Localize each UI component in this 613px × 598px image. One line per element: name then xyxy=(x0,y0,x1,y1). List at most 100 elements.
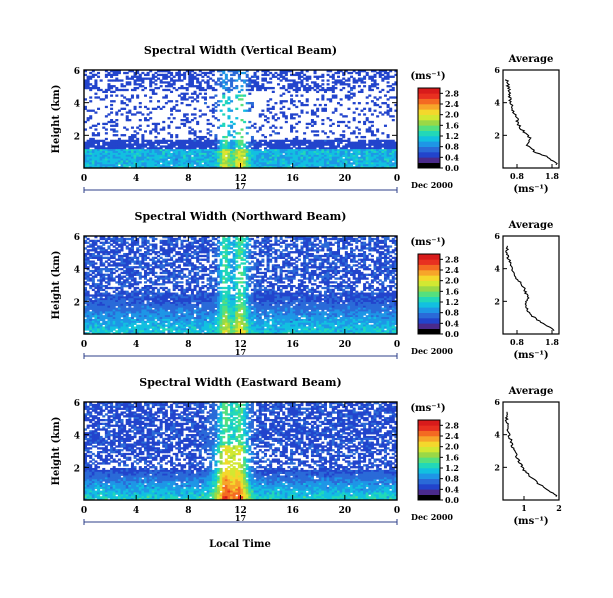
heatmap-cell xyxy=(162,330,166,333)
heatmap-cell xyxy=(256,154,260,158)
heatmap-cell xyxy=(313,71,317,75)
heatmap-cell xyxy=(188,120,192,124)
heatmap-cell xyxy=(154,124,158,127)
heatmap-cell xyxy=(266,73,270,77)
heatmap-cell xyxy=(141,71,145,75)
heatmap-cell xyxy=(138,162,142,165)
heatmap-cell xyxy=(305,158,309,161)
heatmap-cell xyxy=(389,162,393,165)
heatmap-cell xyxy=(167,330,171,333)
heatmap-cell xyxy=(292,154,296,158)
heatmap-cell xyxy=(292,166,296,169)
heatmap-cell xyxy=(133,160,137,163)
heatmap-cell xyxy=(323,90,327,94)
heatmap-cell xyxy=(112,139,116,143)
heatmap-cell xyxy=(117,311,121,314)
heatmap-cell xyxy=(112,315,116,318)
heatmap-cell xyxy=(146,113,150,116)
heatmap-cell xyxy=(94,134,98,137)
heatmap-cell xyxy=(232,149,236,152)
heatmap-cell xyxy=(128,143,132,146)
heatmap-cell xyxy=(352,102,356,105)
heatmap-cell xyxy=(86,256,90,260)
heatmap-cell xyxy=(188,273,192,276)
heatmap-cell xyxy=(146,294,150,297)
heatmap-cell xyxy=(180,141,184,144)
heatmap-cell xyxy=(355,164,359,167)
heatmap-cell xyxy=(143,252,147,256)
heatmap-cell xyxy=(269,86,273,90)
heatmap-cell xyxy=(201,294,205,297)
heatmap-cell xyxy=(157,288,161,292)
heatmap-cell xyxy=(386,77,390,80)
heatmap-cell xyxy=(157,154,161,158)
heatmap-cell xyxy=(222,149,226,152)
heatmap-cell xyxy=(198,258,202,261)
heatmap-cell xyxy=(112,294,116,297)
heatmap-cell xyxy=(373,134,377,137)
heatmap-cell xyxy=(389,88,393,92)
heatmap-cell xyxy=(185,281,189,284)
heatmap-cell xyxy=(256,147,260,150)
heatmap-cell xyxy=(222,135,226,139)
heatmap-cell xyxy=(125,111,129,114)
heatmap-cell xyxy=(162,264,166,267)
heatmap-cell xyxy=(279,156,283,159)
heatmap-cell xyxy=(151,256,155,260)
heatmap-cell xyxy=(86,273,90,276)
heatmap-cell xyxy=(167,281,171,284)
heatmap-cell xyxy=(180,290,184,293)
heatmap-cell xyxy=(112,141,116,144)
heatmap-cell xyxy=(185,311,189,314)
heatmap-cell xyxy=(94,294,98,297)
heatmap-cell xyxy=(313,158,317,161)
heatmap-cell xyxy=(107,324,111,327)
heatmap-cell xyxy=(230,156,234,159)
heatmap-cell xyxy=(117,258,121,261)
heatmap-cell xyxy=(295,160,299,163)
heatmap-cell xyxy=(94,300,98,303)
heatmap-cell xyxy=(151,154,155,158)
heatmap-cell xyxy=(185,324,189,327)
heatmap-cell xyxy=(170,135,174,139)
heatmap-cell xyxy=(190,300,194,303)
heatmap-cell xyxy=(243,149,247,152)
heatmap-cell xyxy=(128,268,132,271)
heatmap-cell xyxy=(146,300,150,303)
heatmap-cell xyxy=(112,252,116,256)
heatmap-cell xyxy=(141,88,145,92)
heatmap-cell xyxy=(123,296,127,299)
heatmap-cell xyxy=(274,143,278,146)
heatmap-cell xyxy=(196,292,200,295)
heatmap-cell xyxy=(125,119,129,122)
heatmap-cell xyxy=(381,145,385,148)
heatmap-cell xyxy=(193,249,197,252)
heatmap-cell xyxy=(130,162,134,165)
heatmap-cell xyxy=(117,273,121,276)
heatmap-cell xyxy=(97,158,101,161)
heatmap-cell xyxy=(89,256,93,260)
heatmap-cell xyxy=(104,305,108,309)
heatmap-cell xyxy=(159,330,163,333)
heatmap-cell xyxy=(180,309,184,312)
heatmap-cell xyxy=(136,290,140,293)
heatmap-cell xyxy=(123,96,127,99)
heatmap-cell xyxy=(287,164,291,167)
heatmap-cell xyxy=(141,328,145,331)
heatmap-cell xyxy=(188,285,192,288)
heatmap-cell xyxy=(99,98,103,101)
heatmap-cell xyxy=(151,151,155,154)
heatmap-cell xyxy=(230,164,234,167)
heatmap-cell xyxy=(203,81,207,84)
heatmap-cell xyxy=(141,147,145,150)
heatmap-cell xyxy=(115,269,119,273)
heatmap-cell xyxy=(258,166,262,169)
heatmap-cell xyxy=(130,277,134,280)
heatmap-cell xyxy=(323,143,327,146)
heatmap-cell xyxy=(84,288,88,292)
heatmap-cell xyxy=(261,70,265,73)
heatmap-cell xyxy=(104,281,108,284)
heatmap-cell xyxy=(133,236,137,239)
heatmap-cell xyxy=(219,156,223,159)
heatmap-cell xyxy=(198,254,202,258)
